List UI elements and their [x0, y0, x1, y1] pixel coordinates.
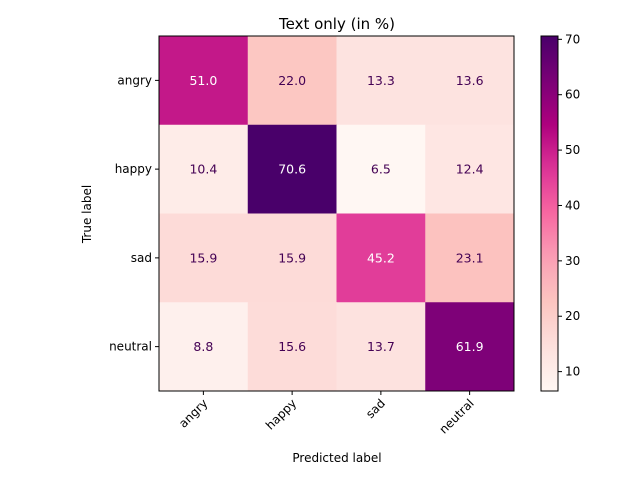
- cell-value-label: 6.5: [371, 162, 391, 177]
- heatmap-cell: [425, 36, 515, 126]
- heatmap-cell: [336, 36, 426, 126]
- cell-value-label: 10.4: [189, 162, 217, 177]
- colorbar-frame: [540, 35, 559, 392]
- colorbar-tick-label: 60: [565, 88, 580, 102]
- heatmap-cell: [425, 213, 515, 303]
- cell-value-label: 12.4: [456, 162, 484, 177]
- y-tick-label: sad: [131, 251, 152, 265]
- x-axis: angry happy sad neutral: [176, 391, 477, 436]
- x-axis-label: Predicted label: [292, 451, 381, 465]
- cell-value-label: 15.9: [278, 250, 306, 265]
- heatmap-cell: [159, 36, 249, 126]
- x-tick-label: angry: [176, 396, 210, 430]
- cell-value-label: 15.6: [278, 339, 306, 354]
- y-axis: angry happy sad neutral: [109, 73, 159, 354]
- colorbar-tick-label: 40: [565, 198, 580, 212]
- cell-value-label: 13.6: [456, 73, 484, 88]
- cell-value-label: 51.0: [189, 73, 217, 88]
- cell-value-label: 13.3: [367, 73, 395, 88]
- cell-value-label: 8.8: [193, 339, 213, 354]
- heatmap-cells: [159, 36, 515, 392]
- heatmap-cell: [425, 302, 515, 392]
- heatmap-cell: [247, 124, 337, 214]
- y-tick-label: angry: [117, 73, 152, 87]
- cell-value-label: 61.9: [456, 339, 484, 354]
- heatmap-cell: [425, 124, 515, 214]
- x-tick-label: sad: [363, 396, 388, 421]
- heatmap-cell: [336, 213, 426, 303]
- y-tick-label: happy: [115, 162, 152, 176]
- cell-value-label: 70.6: [278, 162, 306, 177]
- heatmap-cell: [159, 302, 249, 392]
- colorbar-ticks: 10 20 30 40 50 60 70: [558, 32, 580, 379]
- x-tick-label: neutral: [436, 396, 476, 436]
- heatmap-cell: [159, 213, 249, 303]
- colorbar: 10 20 30 40 50 60 70: [540, 32, 580, 392]
- cell-value-label: 13.7: [367, 339, 395, 354]
- colorbar-tick-label: 10: [565, 365, 580, 379]
- heatmap-cell: [159, 124, 249, 214]
- cell-value-label: 45.2: [367, 250, 395, 265]
- colorbar-tick-label: 30: [565, 254, 580, 268]
- heatmap-value-labels: 51.0 22.0 13.3 13.6 10.4 70.6 6.5 12.4 15.9 15.9 4…: [189, 73, 483, 354]
- chart-title: Text only (in %): [278, 15, 395, 33]
- colorbar-tick-label: 70: [565, 32, 580, 46]
- heatmap-cell: [336, 124, 426, 214]
- colorbar-tick-label: 20: [565, 309, 580, 323]
- heatmap-cell: [247, 213, 337, 303]
- plot-frame: [158, 35, 515, 392]
- colorbar-gradient: [541, 36, 558, 391]
- cell-value-label: 15.9: [189, 250, 217, 265]
- y-axis-label: True label: [80, 185, 94, 244]
- y-tick-label: neutral: [109, 340, 152, 354]
- heatmap-cell: [336, 302, 426, 392]
- x-tick-label: happy: [263, 396, 299, 432]
- cell-value-label: 23.1: [456, 250, 484, 265]
- heatmap-cell: [247, 36, 337, 126]
- heatmap-cell: [247, 302, 337, 392]
- cell-value-label: 22.0: [278, 73, 306, 88]
- colorbar-tick-label: 50: [565, 143, 580, 157]
